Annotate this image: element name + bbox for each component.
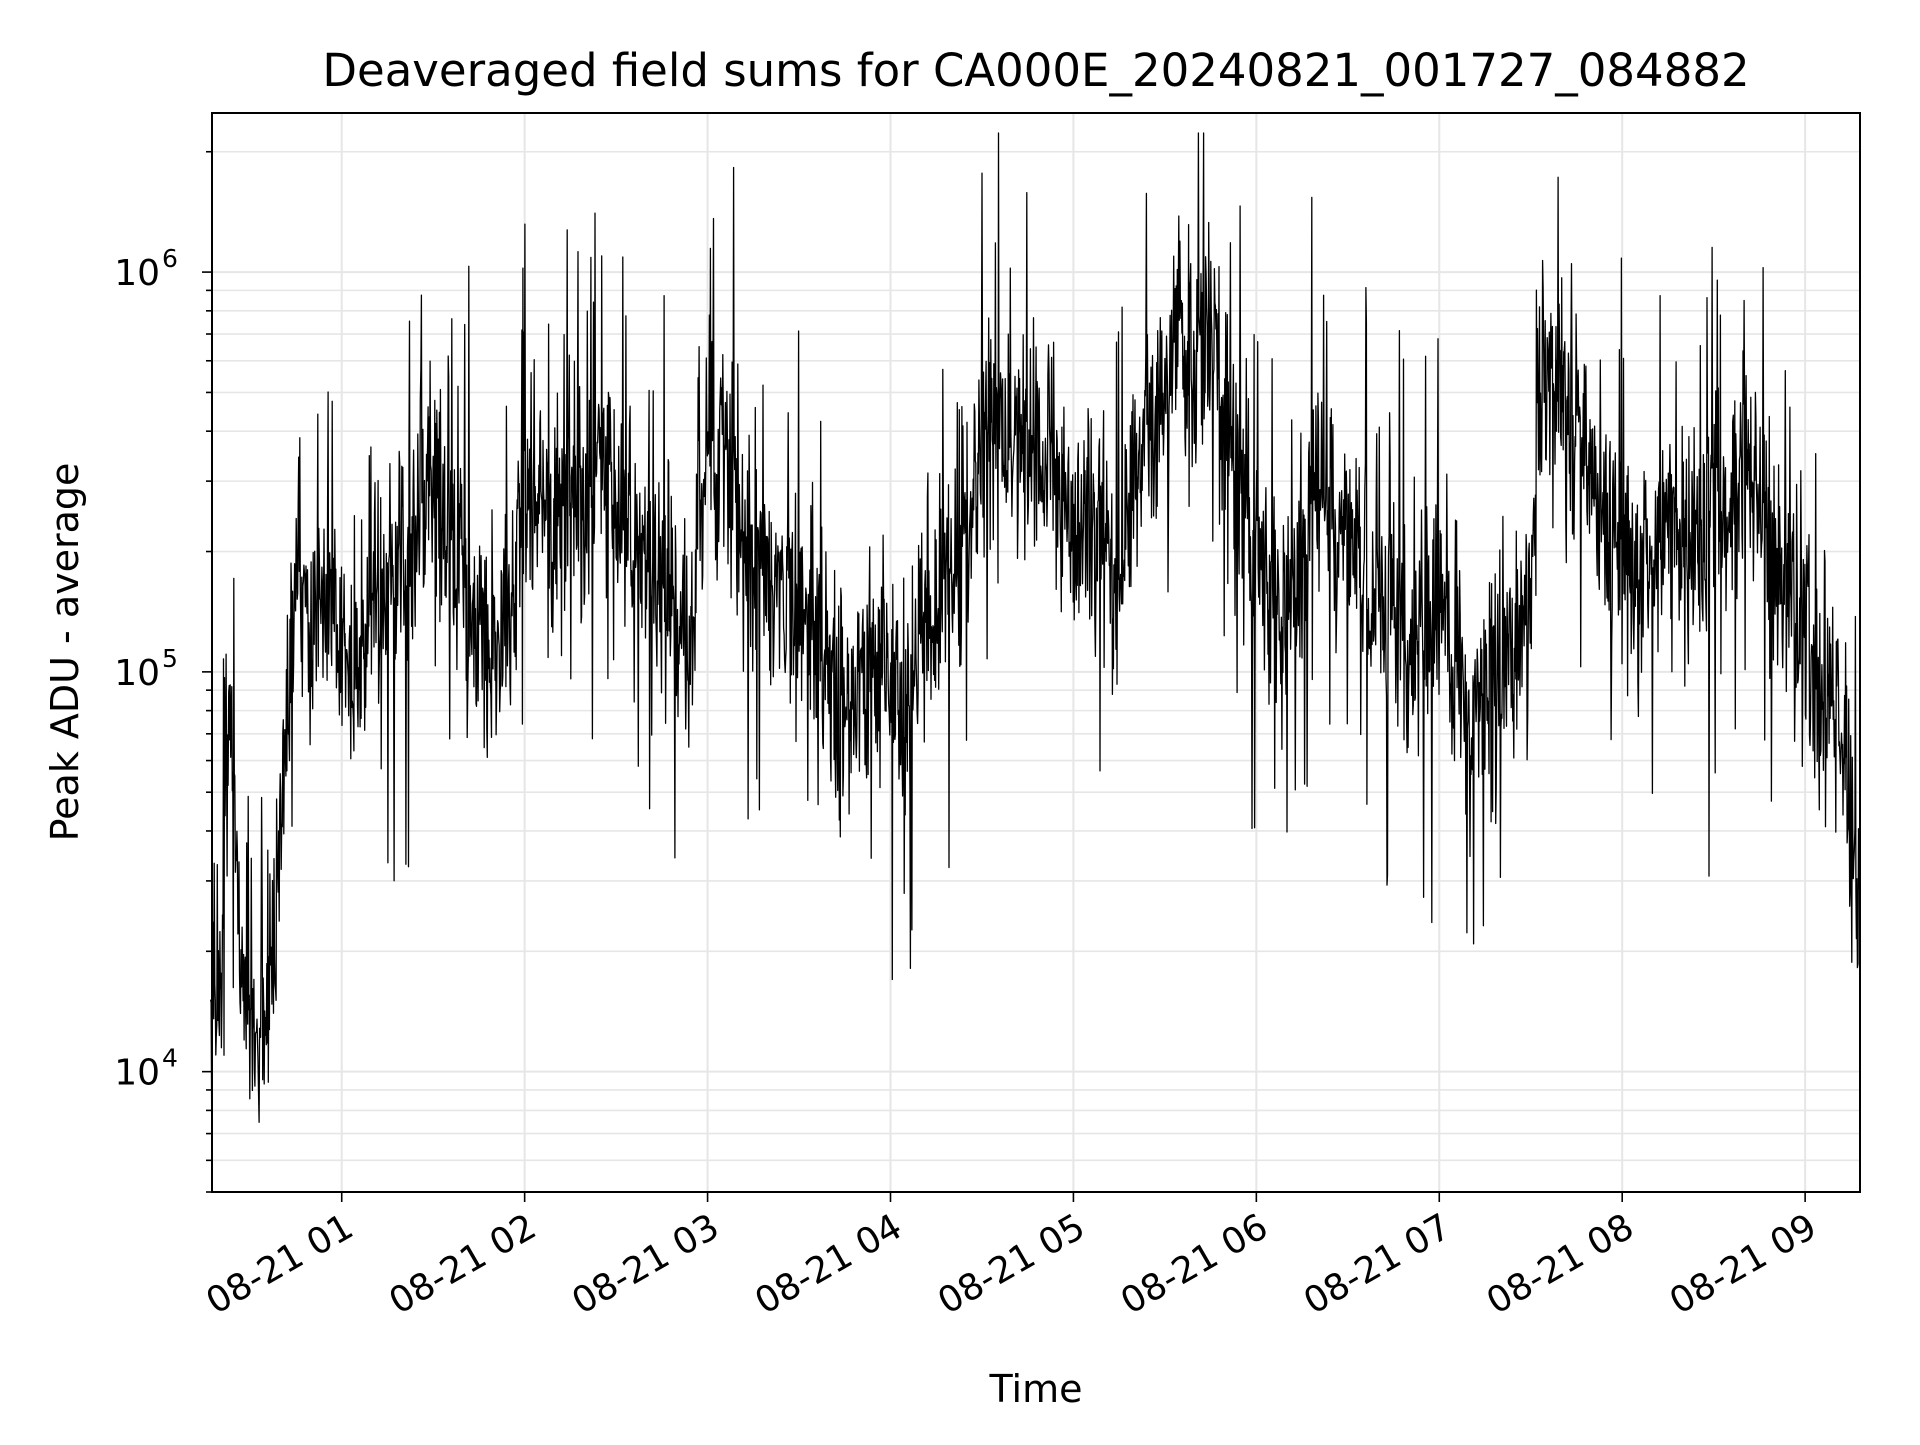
y-tick-exponent: 4 — [162, 1044, 178, 1073]
grid — [212, 113, 1860, 1193]
y-tick-label: 10 — [114, 653, 160, 694]
series-layer — [209, 132, 1860, 1123]
y-tick-exponent: 6 — [162, 244, 178, 273]
y-tick-exponent: 5 — [162, 644, 178, 673]
series-line — [209, 132, 1860, 1123]
y-tick-label: 10 — [114, 1053, 160, 1094]
chart-title: Deaveraged field sums for CA000E_2024082… — [322, 44, 1749, 97]
y-tick-label: 10 — [114, 253, 160, 294]
y-axis-label: Peak ADU - average — [43, 463, 87, 842]
plot-area-frame — [211, 112, 1861, 1193]
x-axis-label: Time — [989, 1367, 1083, 1411]
